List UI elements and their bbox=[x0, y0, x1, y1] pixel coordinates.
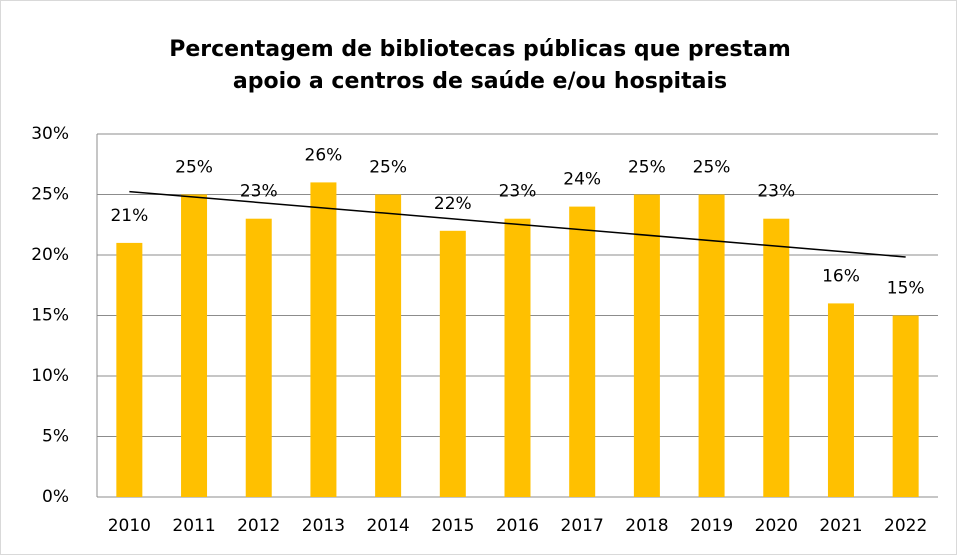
value-label: 16% bbox=[822, 266, 860, 286]
value-label: 15% bbox=[887, 279, 925, 299]
x-tick-label: 2018 bbox=[625, 516, 668, 536]
value-label: 23% bbox=[757, 182, 795, 202]
x-tick-label: 2019 bbox=[690, 516, 733, 536]
bar bbox=[245, 218, 272, 497]
bar bbox=[439, 230, 466, 498]
y-tick-label: 20% bbox=[31, 245, 69, 265]
value-label: 25% bbox=[628, 158, 666, 178]
x-tick-label: 2012 bbox=[237, 516, 280, 536]
bar bbox=[310, 182, 337, 497]
x-tick-label: 2022 bbox=[884, 516, 927, 536]
bar bbox=[698, 194, 725, 497]
value-label: 24% bbox=[563, 170, 601, 190]
chart-title: Percentagem de bibliotecas públicas que … bbox=[169, 37, 791, 62]
value-label: 25% bbox=[175, 158, 213, 178]
y-tick-label: 0% bbox=[42, 487, 69, 507]
chart-title: apoio a centros de saúde e/ou hospitais bbox=[233, 69, 727, 94]
y-tick-label: 10% bbox=[31, 366, 69, 386]
x-tick-label: 2017 bbox=[561, 516, 604, 536]
value-label: 25% bbox=[369, 158, 407, 178]
bar bbox=[827, 303, 854, 497]
bar bbox=[633, 194, 660, 497]
x-tick-label: 2015 bbox=[431, 516, 474, 536]
x-tick-label: 2013 bbox=[302, 516, 345, 536]
value-label: 25% bbox=[693, 158, 731, 178]
bar bbox=[569, 206, 596, 497]
y-tick-label: 30% bbox=[31, 124, 69, 144]
value-label: 22% bbox=[434, 194, 472, 214]
x-tick-label: 2014 bbox=[366, 516, 409, 536]
value-label: 23% bbox=[499, 182, 537, 202]
y-tick-label: 15% bbox=[31, 306, 69, 326]
bar bbox=[375, 194, 402, 497]
value-label: 26% bbox=[305, 145, 343, 165]
bar bbox=[763, 218, 790, 497]
value-label: 21% bbox=[110, 206, 148, 226]
x-tick-label: 2010 bbox=[108, 516, 151, 536]
bar bbox=[116, 242, 143, 497]
trend-line bbox=[129, 190, 906, 258]
x-tick-label: 2021 bbox=[819, 516, 862, 536]
x-tick-label: 2020 bbox=[755, 516, 798, 536]
y-tick-label: 5% bbox=[42, 427, 69, 447]
x-tick-label: 2011 bbox=[172, 516, 215, 536]
bar bbox=[504, 218, 531, 497]
value-label: 23% bbox=[240, 182, 278, 202]
bar bbox=[892, 315, 919, 497]
y-tick-label: 25% bbox=[31, 185, 69, 205]
bar bbox=[181, 194, 208, 497]
x-tick-label: 2016 bbox=[496, 516, 539, 536]
